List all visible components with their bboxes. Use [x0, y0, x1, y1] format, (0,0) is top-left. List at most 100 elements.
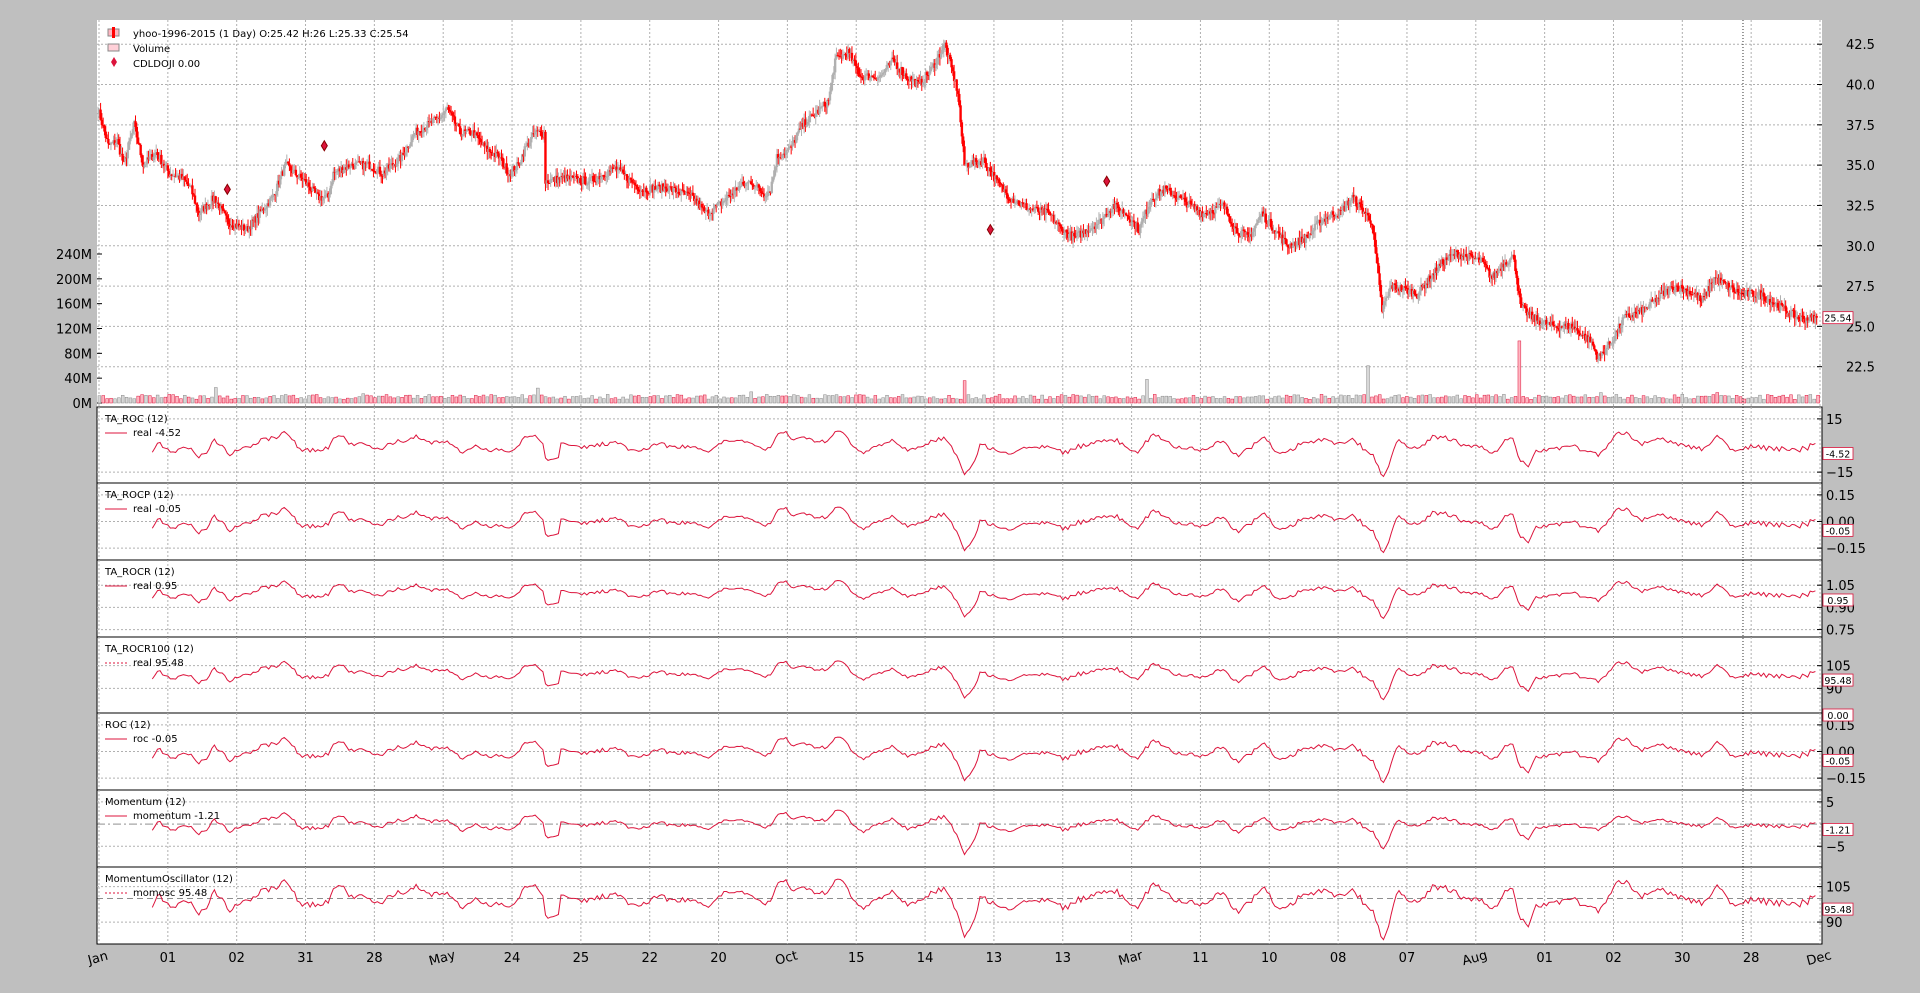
candle-body — [951, 67, 955, 72]
candle-body — [125, 157, 128, 159]
candle-body — [712, 207, 715, 214]
volume-bar — [481, 394, 486, 404]
candle-body — [861, 76, 864, 78]
candle-body — [743, 184, 746, 187]
candle-body — [828, 91, 832, 101]
candle-body — [129, 138, 132, 142]
volume-bar — [1180, 398, 1184, 404]
candle-body — [1145, 209, 1149, 215]
candle-body — [111, 142, 114, 144]
price-y-tick-label: 35.0 — [1846, 159, 1875, 174]
candle-body — [1013, 202, 1017, 204]
candle-body — [370, 169, 374, 171]
volume-bar — [652, 395, 656, 404]
candle-body — [1805, 317, 1808, 323]
candle-body — [1216, 204, 1220, 208]
candle-body — [501, 157, 504, 167]
candle-body — [1049, 214, 1053, 216]
volume-bar — [1288, 395, 1293, 404]
candle-body — [120, 153, 123, 155]
candle-body — [1596, 359, 1600, 361]
candle-body — [996, 179, 1000, 181]
candle-body — [1069, 231, 1072, 235]
volume-bar — [1692, 398, 1696, 404]
candle-body — [1263, 213, 1266, 217]
candle-body — [147, 157, 150, 160]
candle-body — [1692, 292, 1696, 295]
volume-bar — [986, 397, 990, 404]
volume-bar — [617, 398, 621, 404]
candle-body — [359, 161, 362, 164]
volume-bar — [415, 395, 420, 404]
candle-body — [1143, 216, 1146, 219]
candle-body — [1736, 288, 1740, 293]
candle-body — [1016, 200, 1019, 203]
candle-body — [400, 153, 404, 162]
indicator-y-tick-label: 0.15 — [1826, 489, 1855, 504]
candle-body — [1428, 275, 1432, 282]
candle-body — [1683, 288, 1686, 293]
candle-body — [1783, 305, 1786, 307]
volume-bar — [392, 397, 396, 404]
candle-body — [215, 202, 219, 204]
candle-body — [1564, 323, 1568, 327]
candle-body — [884, 68, 887, 73]
candle-body — [771, 177, 775, 182]
candle-body — [585, 184, 589, 186]
price-y-tick-label: 42.5 — [1846, 38, 1875, 53]
candle-body — [339, 167, 343, 172]
candle-body — [533, 132, 537, 135]
candle-body — [258, 209, 261, 218]
volume-bar — [1521, 396, 1525, 404]
volume-bar — [865, 396, 870, 404]
candle-body — [774, 167, 777, 171]
volume-bar — [408, 394, 412, 404]
candle-body — [1430, 278, 1433, 282]
candle-body — [138, 143, 141, 145]
candle-body — [277, 180, 281, 185]
candle-body — [734, 187, 737, 190]
candle-body — [986, 167, 989, 171]
candle-body — [502, 166, 506, 168]
volume-bar — [190, 397, 195, 404]
volume-bar — [1056, 396, 1060, 404]
candle-body — [1128, 219, 1132, 223]
candle-body — [320, 196, 323, 201]
candle-body — [1406, 288, 1410, 295]
volume-bar — [1153, 394, 1157, 404]
candle-body — [1348, 201, 1352, 206]
candle-body — [105, 138, 109, 140]
volume-bar — [1637, 398, 1642, 404]
candle-body — [1302, 238, 1305, 243]
candle-body — [1380, 297, 1384, 312]
candle-body — [1512, 254, 1516, 260]
volume-bar — [1669, 398, 1673, 404]
candle-body — [1313, 223, 1317, 231]
volume-bar — [485, 396, 490, 404]
candle-body — [1521, 305, 1525, 308]
candle-body — [1326, 216, 1330, 220]
candle-body — [286, 161, 290, 164]
candle-body — [901, 66, 904, 76]
volume-bar — [1405, 396, 1409, 404]
candle-body — [880, 74, 883, 76]
candle-body — [350, 163, 353, 168]
volume-bar — [637, 395, 641, 404]
indicator-panel-background — [96, 482, 1823, 561]
candle-body — [941, 49, 944, 54]
candle-body — [576, 176, 579, 183]
volume-bar — [1001, 398, 1006, 404]
candle-body — [1611, 342, 1614, 344]
volume-bar — [1075, 394, 1079, 404]
candle-body — [330, 182, 334, 186]
candle-body — [1343, 205, 1346, 211]
volume-bar — [1017, 397, 1021, 404]
volume-bar — [1447, 396, 1452, 404]
candle-body — [1691, 294, 1694, 296]
candle-body — [1117, 204, 1120, 209]
volume-bar — [656, 395, 660, 404]
candle-body — [1126, 215, 1129, 217]
volume-bar — [326, 396, 330, 404]
candle-body — [1412, 290, 1415, 297]
candle-body — [875, 78, 878, 81]
